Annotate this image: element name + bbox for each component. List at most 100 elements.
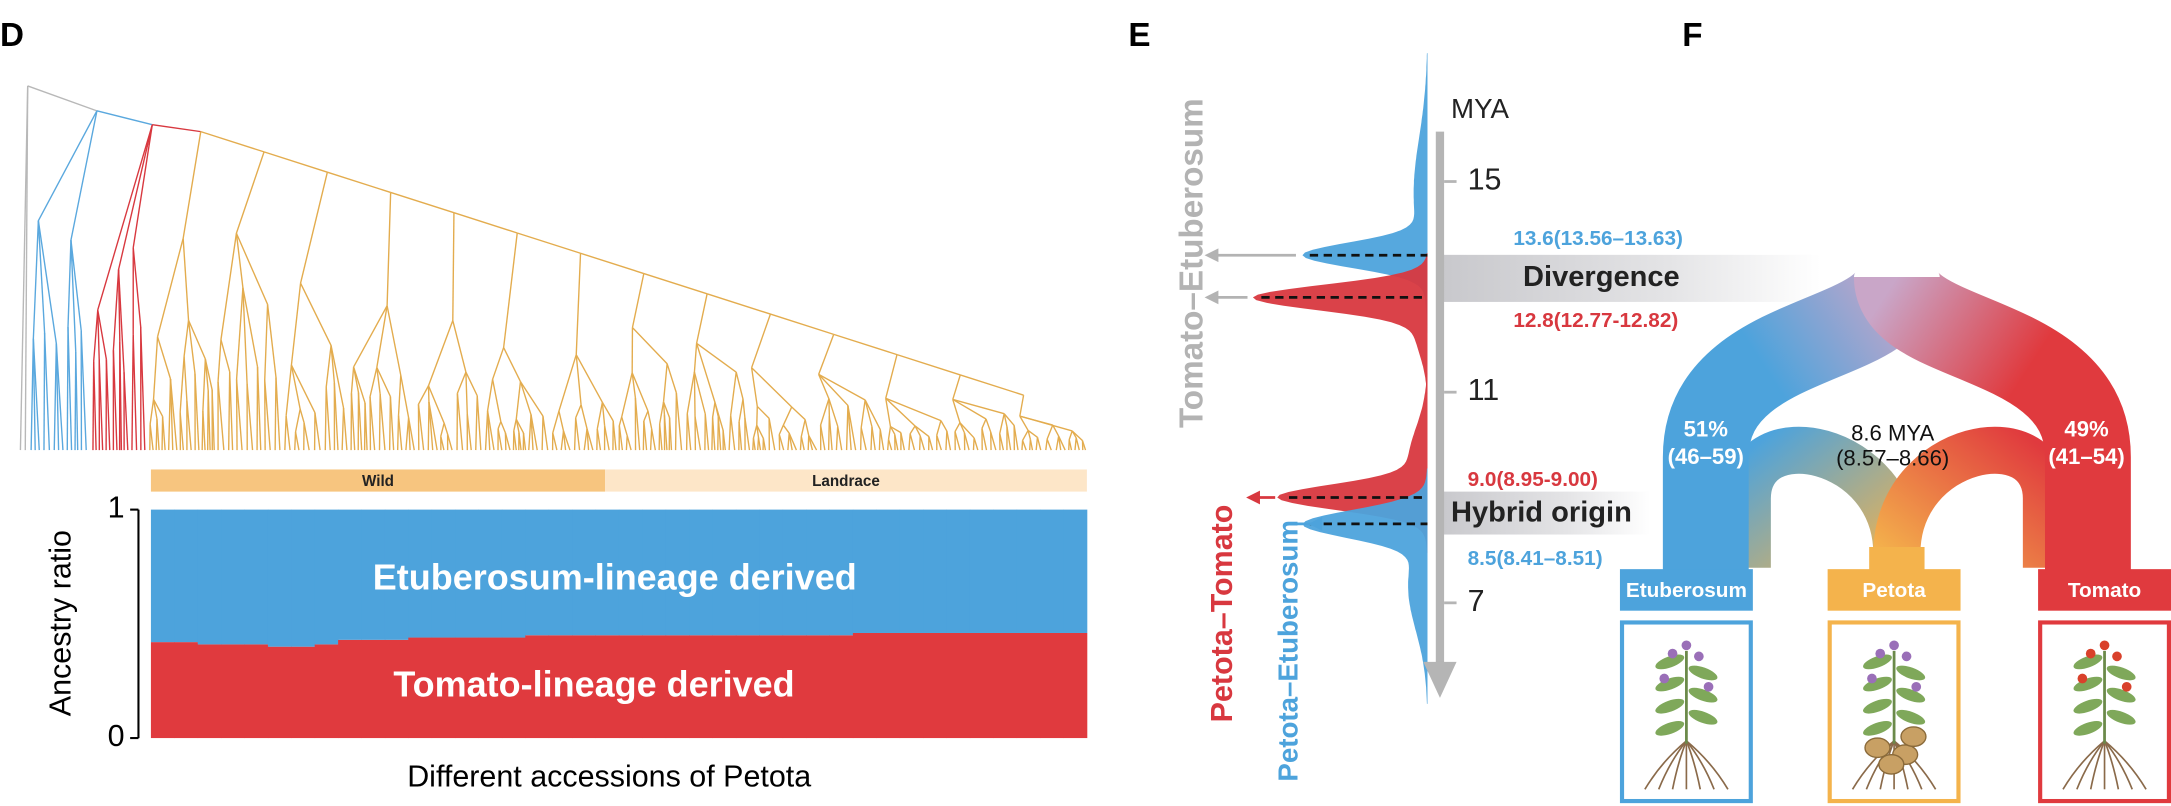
branch [711,402,716,418]
root [2062,740,2106,790]
root [1685,740,1715,790]
branch [156,336,172,380]
branch [871,426,876,451]
branch [528,414,532,451]
branch [742,399,746,418]
tick-label: 7 [1468,584,1485,618]
ancestry-bar [1063,509,1088,633]
y-tick-label: 1 [108,491,125,525]
branch [914,425,930,438]
ancestry-bar [806,635,830,739]
branch [575,354,582,405]
branch [885,354,898,399]
flower [1694,651,1704,662]
ancestry-bar [899,509,924,633]
branch [973,437,979,451]
branch [70,240,77,352]
ancestry-bar [267,509,292,647]
ancestry-bar [876,509,901,633]
axis-label: MYA [1451,93,1509,124]
branch [847,405,852,451]
group-bar [150,469,606,492]
branch [97,309,100,360]
branch [662,363,668,402]
plant-illustration [1644,640,1729,790]
branch [649,428,653,451]
branch [1019,395,1025,417]
leaf [1655,676,1685,692]
branch [845,405,849,451]
branch [491,347,505,380]
branch [560,430,565,451]
root [1685,740,1702,790]
arrow-head [1204,290,1219,305]
plant-illustration [2062,640,2147,790]
branch [1035,437,1039,451]
branch [782,406,793,426]
branch [324,387,327,451]
branch [220,233,238,340]
branch [390,191,455,214]
ancestry-bar [150,642,175,739]
branch [112,350,118,451]
branch [909,433,916,451]
species-tree [1662,193,2131,571]
branch [207,390,211,451]
root [2103,740,2134,790]
branch [860,427,867,451]
branch [453,212,518,234]
branch [427,320,454,386]
branch [452,212,455,321]
branch [800,419,806,437]
branch [519,381,544,417]
branch [819,425,826,451]
branch [427,402,430,451]
contribution: (46–59) [1668,444,1744,469]
leaf [1655,698,1685,714]
branch [476,395,482,451]
ancestry-bar [595,509,620,636]
branch [804,419,810,436]
band-label: Hybrid origin [1451,496,1632,528]
ancestry-bar [735,509,760,636]
tree-branch [1873,426,2070,568]
branch [750,367,758,407]
panel-label: F [1682,17,1702,54]
branch [428,401,434,451]
branch [618,425,624,451]
flower [1889,640,1899,651]
root [1893,740,1937,790]
branch [294,431,300,451]
branch [486,410,495,451]
branch [217,339,222,382]
branch [738,399,744,422]
branch [770,313,834,336]
ancestry-bar [291,509,316,647]
branch [515,381,522,420]
branch [202,410,206,451]
branch [475,395,478,451]
branch [1075,437,1080,451]
density [1252,253,1428,395]
branch [204,358,213,390]
branch [999,433,1005,451]
branch [908,433,911,451]
ancestry-bar [338,639,362,739]
ancestry-bar [759,635,784,739]
dendrogram [19,85,1087,451]
y-tick-label: 0 [108,719,125,753]
branch [1052,424,1060,437]
branch [621,416,628,436]
branch [663,414,668,451]
ancestry-bar [174,642,199,739]
branch [575,253,582,355]
branch [407,417,415,451]
branch [860,399,866,428]
ancestry-bar [291,646,316,739]
root [1685,740,1729,790]
branch [573,417,577,451]
ancestry-bar [735,635,760,739]
branch [152,399,158,420]
ancestry-bar [1063,632,1088,739]
leaf [1688,709,1718,725]
